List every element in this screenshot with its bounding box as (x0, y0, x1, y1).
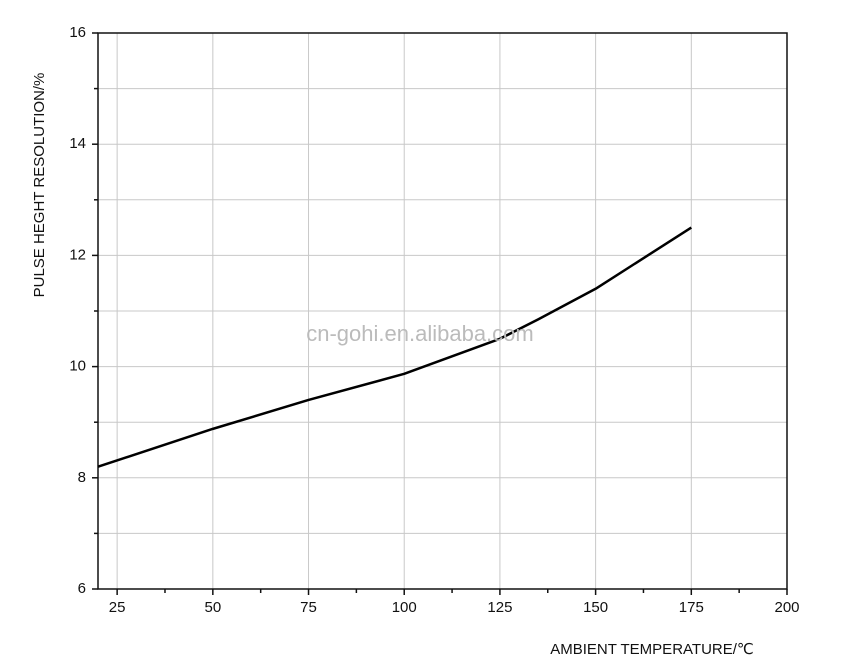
y-tick-label: 6 (78, 580, 86, 597)
plot-frame (97, 32, 788, 590)
data-line (97, 226, 692, 468)
x-tick-label: 150 (583, 599, 608, 616)
x-tick-label: 25 (109, 599, 126, 616)
x-tick-label: 175 (679, 599, 704, 616)
x-tick-label: 75 (300, 599, 317, 616)
x-tick-label: 100 (392, 599, 417, 616)
y-tick-label: 12 (69, 246, 86, 263)
y-tick-label: 8 (78, 469, 86, 486)
x-tick-label: 125 (487, 599, 512, 616)
y-tick-label: 10 (69, 358, 86, 375)
watermark: cn-gohi.en.alibaba.com (306, 321, 533, 346)
x-tick-label: 200 (774, 599, 799, 616)
y-axis-title: PULSE HEGHT RESOLUTION/% (31, 73, 48, 298)
y-tick-label: 14 (69, 135, 86, 152)
y-tick-label: 16 (69, 24, 86, 41)
x-axis-title: AMBIENT TEMPERATURE/℃ (550, 641, 754, 658)
x-tick-label: 50 (204, 599, 221, 616)
